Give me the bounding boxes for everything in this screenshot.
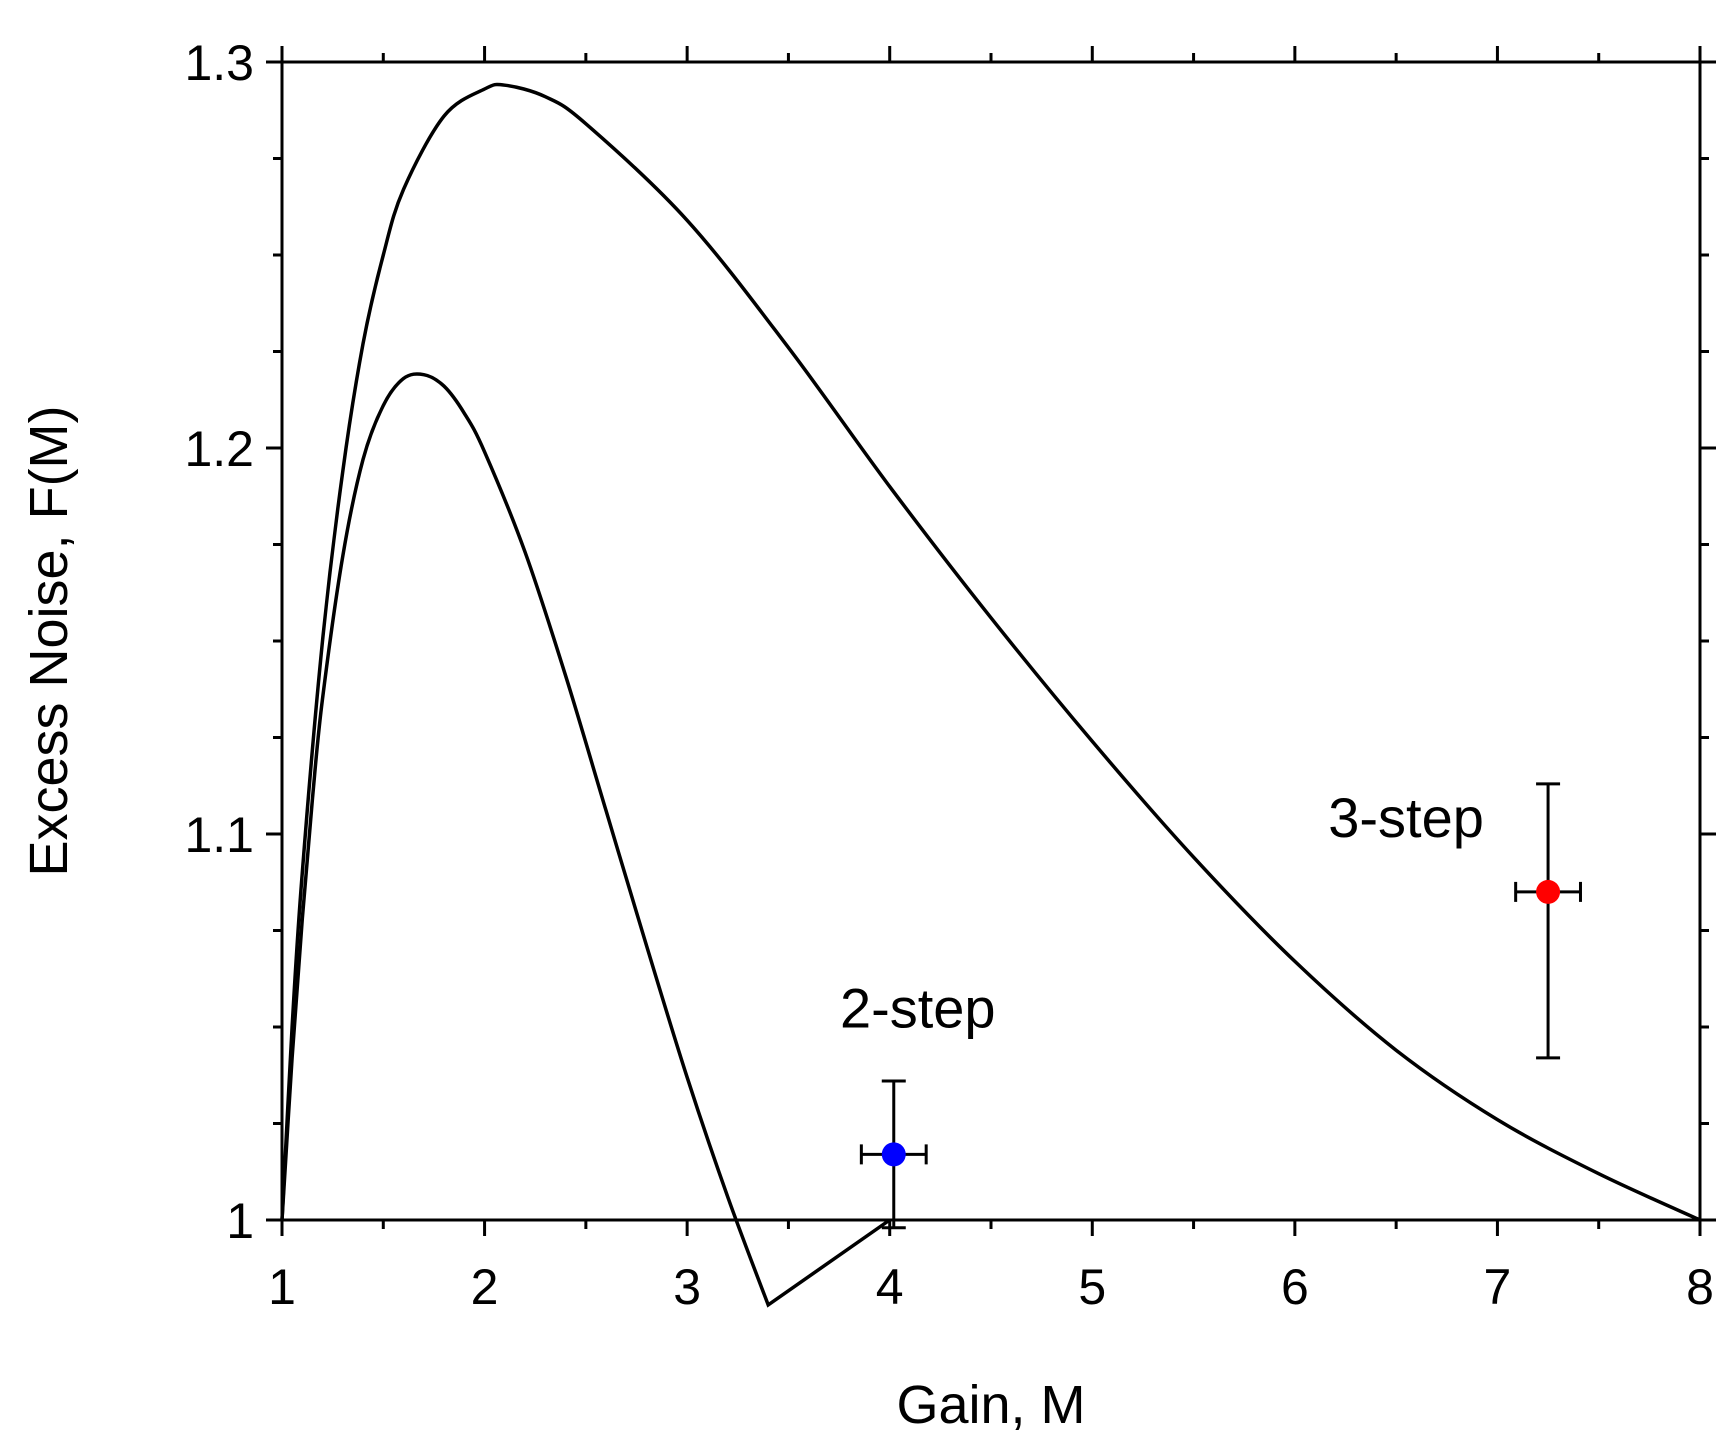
x-tick-label: 1 [268,1259,296,1315]
x-tick-label: 7 [1484,1259,1512,1315]
y-tick-label: 1.2 [184,421,254,477]
data-point-3-step [1514,782,1582,1060]
y-tick-label: 1.1 [184,807,254,863]
y-axis-label: Excess Noise, F(M) [19,405,79,876]
curve-line-1 [280,372,891,1308]
marker-3-step [1536,879,1561,904]
axis-ticks [266,46,1716,1236]
curve-line-2 [280,82,1701,1222]
x-tick-label: 2 [471,1259,499,1315]
label-3-step: 3-step [1328,786,1484,849]
marker-2-step [881,1142,906,1167]
data-point-2-step [859,1079,928,1230]
x-axis-label: Gain, M [896,1375,1085,1435]
y-tick-label: 1.3 [184,35,254,91]
curves [280,82,1701,1308]
plot-frame [280,60,1702,1222]
data-points [859,782,1582,1230]
x-tick-label: 5 [1078,1259,1106,1315]
axis-tick-labels: 1 2 3 4 5 6 7 8 1 1.1 1.2 1.3 [184,35,1713,1315]
x-tick-label: 6 [1281,1259,1309,1315]
x-tick-label: 4 [876,1259,904,1315]
annotations: 2-step 3-step [840,786,1484,1039]
label-2-step: 2-step [840,976,996,1039]
x-tick-label: 3 [673,1259,701,1315]
x-tick-label: 8 [1686,1259,1714,1315]
y-tick-label: 1 [226,1193,254,1249]
